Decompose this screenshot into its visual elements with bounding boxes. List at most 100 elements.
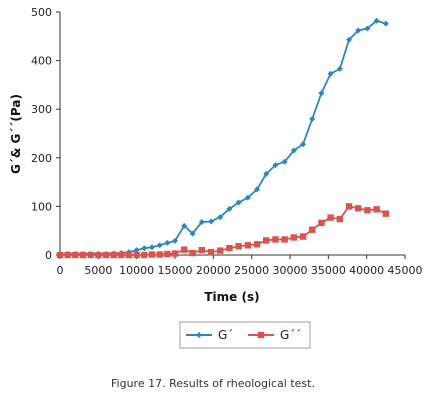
x-tick-label: 15000 xyxy=(158,264,193,277)
data-point xyxy=(141,251,148,259)
y-tick-label: 100 xyxy=(31,200,52,213)
x-tick-label: 0 xyxy=(57,264,64,277)
data-point xyxy=(79,251,87,259)
figure-label: Figure 17. xyxy=(111,377,166,390)
legend-items: G´ G´´ xyxy=(186,328,301,342)
x-tick-label: 10000 xyxy=(119,264,154,277)
y-axis-title: G´& G´´(Pa) xyxy=(9,94,23,174)
data-point xyxy=(235,199,242,206)
data-point xyxy=(198,218,205,225)
y-tick-label: 400 xyxy=(31,55,52,68)
data-point xyxy=(110,251,117,259)
data-point xyxy=(263,170,270,177)
data-point xyxy=(290,234,298,241)
data-point xyxy=(56,251,64,259)
legend-label: G´´ xyxy=(280,328,301,342)
data-point xyxy=(327,70,334,77)
data-point xyxy=(355,205,362,212)
data-point xyxy=(226,205,233,212)
axes xyxy=(56,11,406,259)
data-point xyxy=(290,147,297,154)
data-point xyxy=(133,247,140,254)
data-point xyxy=(149,244,155,251)
data-point xyxy=(300,141,307,148)
data-point xyxy=(148,251,156,258)
data-point xyxy=(263,237,270,244)
y-tick-label: 500 xyxy=(31,6,52,19)
data-point xyxy=(172,237,178,244)
data-point xyxy=(181,222,188,229)
legend-marker xyxy=(196,332,202,338)
data-point xyxy=(171,250,179,257)
legend-item-g-double-prime: G´´ xyxy=(248,328,301,342)
data-point xyxy=(272,236,279,243)
data-point xyxy=(181,246,188,253)
series-layer xyxy=(56,17,390,259)
x-tick-label: 5000 xyxy=(84,264,112,277)
data-point xyxy=(336,65,343,72)
y-tick-label: 200 xyxy=(31,152,52,165)
data-point xyxy=(102,251,110,259)
y-tick-label: 300 xyxy=(31,103,52,116)
data-point xyxy=(95,251,102,259)
data-point xyxy=(207,248,215,256)
data-point xyxy=(299,233,307,240)
data-point xyxy=(156,251,163,258)
y-tick-label: 0 xyxy=(45,249,52,262)
data-point xyxy=(189,249,196,257)
data-point xyxy=(72,251,79,259)
legend-label: G´ xyxy=(218,328,233,342)
data-point xyxy=(309,115,316,122)
data-point xyxy=(253,241,261,248)
data-point xyxy=(164,239,171,246)
data-point xyxy=(382,20,389,27)
data-point xyxy=(64,251,71,259)
data-point xyxy=(141,245,148,252)
data-point xyxy=(198,246,206,254)
data-point xyxy=(281,236,288,243)
data-point xyxy=(364,25,371,32)
data-point xyxy=(336,215,344,223)
data-point xyxy=(345,203,353,210)
data-point xyxy=(318,90,325,97)
figure-caption-text: Results of rheological test. xyxy=(165,377,315,390)
data-point xyxy=(118,251,125,259)
data-point xyxy=(156,242,163,249)
data-point xyxy=(164,250,171,258)
data-point xyxy=(208,218,215,225)
data-point xyxy=(125,251,133,259)
data-point xyxy=(133,251,140,259)
data-point xyxy=(189,230,196,237)
x-tick-label: 35000 xyxy=(311,264,346,277)
data-point xyxy=(244,242,252,249)
x-tick-label: 20000 xyxy=(196,264,231,277)
data-point xyxy=(281,158,288,165)
data-point xyxy=(272,162,279,169)
x-tick-label: 25000 xyxy=(234,264,269,277)
x-tick-label: 30000 xyxy=(273,264,308,277)
legend-marker xyxy=(257,331,265,339)
x-axis-title: Time (s) xyxy=(204,290,259,304)
data-point xyxy=(346,36,353,43)
legend: G´ G´´ xyxy=(179,321,311,349)
data-point xyxy=(235,243,242,250)
data-point xyxy=(327,214,334,221)
figure-caption: Figure 17. Results of rheological test. xyxy=(0,377,426,390)
data-point xyxy=(373,17,380,24)
data-point xyxy=(309,226,316,233)
data-point xyxy=(254,186,261,193)
x-tick-label: 45000 xyxy=(388,264,423,277)
x-tick-label: 40000 xyxy=(349,264,384,277)
legend-item-g-prime: G´ xyxy=(186,328,233,342)
data-point xyxy=(217,247,224,254)
data-point xyxy=(373,206,380,213)
series-g-double-prime xyxy=(56,203,390,259)
data-point xyxy=(87,251,94,259)
data-point xyxy=(382,210,390,217)
data-point xyxy=(244,194,251,201)
data-point xyxy=(318,219,325,227)
data-point xyxy=(226,244,233,252)
data-point xyxy=(364,207,371,214)
